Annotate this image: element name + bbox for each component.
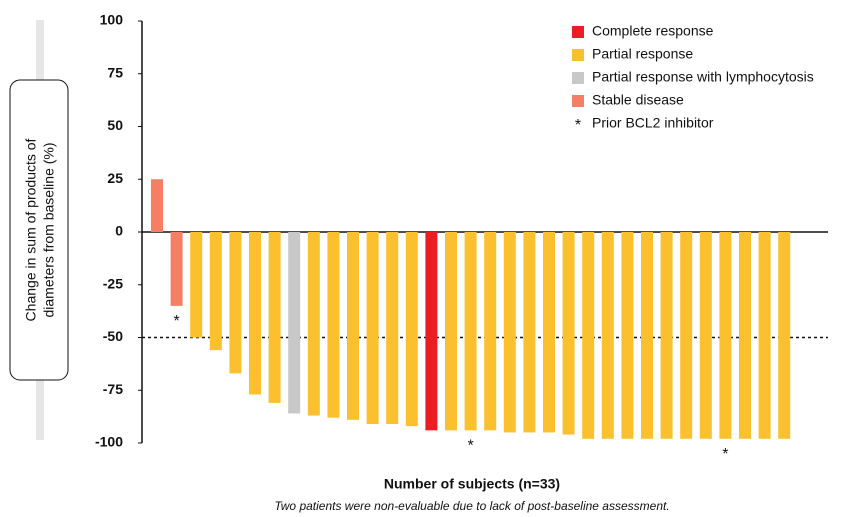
bar [562, 232, 575, 435]
bar [405, 232, 418, 427]
legend-marker: * [575, 117, 581, 134]
bar [170, 232, 183, 306]
bar [445, 232, 457, 431]
legend-label: Partial response [592, 46, 693, 62]
bar [739, 232, 751, 439]
bar [660, 232, 673, 439]
legend-swatch [572, 95, 584, 107]
bar [190, 232, 203, 338]
legend-label: Partial response with lymphocytosis [592, 69, 814, 85]
bar [719, 232, 732, 439]
bar [758, 232, 771, 439]
asterisk: * [722, 446, 728, 463]
bar [347, 232, 359, 420]
bar [209, 232, 222, 351]
bar [778, 232, 791, 439]
x-axis-label: Number of subjects (n=33) [384, 476, 560, 492]
y-tick-label: 75 [107, 64, 123, 80]
legend-label: Stable disease [592, 92, 684, 108]
bar [386, 232, 399, 425]
bar [641, 232, 653, 439]
y-tick-label: 0 [115, 223, 123, 239]
legend-label: Prior BCL2 inhibitor [592, 115, 714, 131]
bar [464, 232, 477, 431]
y-tick-label: -50 [103, 328, 123, 344]
bar [543, 232, 555, 433]
y-tick-label: -100 [95, 434, 123, 450]
y-tick-label: -25 [103, 275, 123, 291]
legend-swatch [572, 49, 584, 61]
bar [249, 232, 261, 395]
bar [307, 232, 320, 416]
y-tick-label: 100 [100, 12, 124, 28]
bar [699, 232, 712, 439]
bar [268, 232, 281, 403]
bar [503, 232, 516, 433]
legend-swatch [572, 72, 584, 84]
y-axis-label: diameters from baseline (%) [41, 142, 57, 317]
ylabel-box [9, 79, 69, 381]
bar [582, 232, 595, 439]
y-tick-label: 25 [107, 170, 123, 186]
asterisk: * [467, 438, 473, 455]
bar [229, 232, 242, 374]
bar [484, 232, 497, 431]
asterisk: * [173, 313, 179, 330]
bar [327, 232, 340, 418]
legend-swatch [572, 26, 584, 38]
bar [601, 232, 614, 439]
caption: Two patients were non-evaluable due to l… [274, 499, 669, 513]
bar [288, 232, 301, 414]
bar [425, 232, 438, 431]
bar [151, 179, 163, 232]
bar [621, 232, 634, 439]
y-tick-label: -75 [103, 381, 123, 397]
bar [523, 232, 536, 433]
legend-label: Complete response [592, 23, 714, 39]
y-axis-label: Change in sum of products of [23, 138, 39, 321]
bar [680, 232, 693, 439]
bar [366, 232, 379, 425]
y-tick-label: 50 [107, 117, 123, 133]
